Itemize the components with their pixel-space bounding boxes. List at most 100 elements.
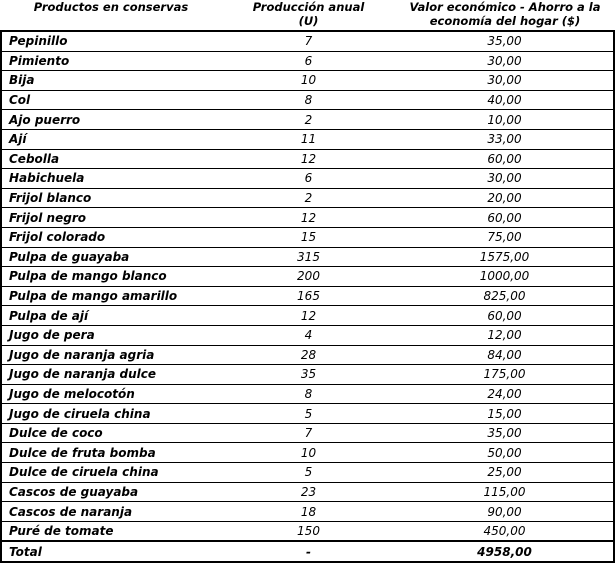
product-name-cell: Cebolla (0, 149, 221, 170)
production-cell: 2 (221, 188, 396, 209)
product-name-cell: Pulpa de mango blanco (0, 266, 221, 287)
product-name-cell: Ají (0, 129, 221, 150)
product-name-cell: Jugo de ciruela china (0, 403, 221, 424)
value-cell: 50,00 (396, 442, 615, 464)
table-row: Cebolla 12 60,00 (0, 149, 615, 170)
table-row: Pepinillo 7 35,00 (0, 31, 615, 52)
product-name-cell: Cascos de guayaba (0, 482, 221, 503)
product-name-cell: Bija (0, 70, 221, 91)
value-cell: 450,00 (396, 521, 615, 542)
product-name-cell: Pimiento (0, 51, 221, 72)
value-cell: 25,00 (396, 462, 615, 483)
production-cell: 5 (221, 403, 396, 424)
production-cell: 28 (221, 345, 396, 366)
value-cell: 33,00 (396, 129, 615, 150)
table-row: Ají 11 33,00 (0, 129, 615, 150)
table-row: Jugo de naranja dulce 35 175,00 (0, 364, 615, 385)
value-cell: 30,00 (396, 51, 615, 72)
product-name-cell: Pulpa de mango amarillo (0, 286, 221, 307)
table-row: Dulce de coco 7 35,00 (0, 423, 615, 444)
col-header-value: Valor económico - Ahorro a la economía d… (396, 0, 614, 32)
table-row: Pulpa de mango amarillo 165 825,00 (0, 286, 615, 307)
product-name-cell: Frijol colorado (0, 227, 221, 248)
value-cell: 60,00 (396, 149, 615, 170)
product-name-cell: Jugo de melocotón (0, 384, 221, 405)
value-cell: 24,00 (396, 384, 615, 405)
product-name-cell: Col (0, 90, 221, 111)
product-name-cell: Pulpa de guayaba (0, 247, 221, 268)
production-cell: 15 (221, 227, 396, 248)
table-row: Dulce de fruta bomba 10 50,00 (0, 442, 615, 464)
product-name-cell: Pepinillo (0, 31, 221, 52)
header-row: Productos en conservas Producción anual … (1, 0, 614, 32)
value-cell: 30,00 (396, 168, 615, 189)
production-cell: 7 (221, 31, 396, 52)
table-row: Col 8 40,00 (0, 90, 615, 111)
production-cell: 6 (221, 51, 396, 72)
total-label-cell: Total (0, 540, 221, 564)
production-cell: 11 (221, 129, 396, 150)
production-cell: 35 (221, 364, 396, 385)
total-row: Total - 4958,00 (0, 540, 615, 564)
value-cell: 1575,00 (396, 247, 615, 268)
value-cell: 15,00 (396, 403, 615, 424)
product-name-cell: Puré de tomate (0, 521, 221, 542)
production-cell: 5 (221, 462, 396, 483)
value-cell: 35,00 (396, 423, 615, 444)
product-name-cell: Cascos de naranja (0, 501, 221, 522)
production-cell: 6 (221, 168, 396, 189)
production-cell: 150 (221, 521, 396, 542)
production-cell: 23 (221, 482, 396, 503)
production-cell: 12 (221, 149, 396, 170)
value-cell: 10,00 (396, 109, 615, 130)
table-row: Pimiento 6 30,00 (0, 51, 615, 72)
value-cell: 60,00 (396, 207, 615, 228)
value-cell: 35,00 (396, 31, 615, 52)
table-row: Pulpa de guayaba 315 1575,00 (0, 247, 615, 268)
total-production-cell: - (221, 540, 396, 564)
value-cell: 60,00 (396, 305, 615, 326)
product-name-cell: Dulce de ciruela china (0, 462, 221, 483)
production-cell: 200 (221, 266, 396, 287)
table-row: Pulpa de ají 12 60,00 (0, 305, 615, 326)
value-cell: 115,00 (396, 482, 615, 503)
value-cell: 1000,00 (396, 266, 615, 287)
value-cell: 175,00 (396, 364, 615, 385)
product-name-cell: Dulce de fruta bomba (0, 442, 221, 464)
value-cell: 40,00 (396, 90, 615, 111)
table-row: Pulpa de mango blanco 200 1000,00 (0, 266, 615, 287)
table-row: Cascos de guayaba 23 115,00 (0, 482, 615, 503)
production-cell: 10 (221, 70, 396, 91)
value-cell: 30,00 (396, 70, 615, 91)
product-name-cell: Ajo puerro (0, 109, 221, 130)
production-cell: 12 (221, 207, 396, 228)
table-row: Jugo de pera 4 12,00 (0, 325, 615, 346)
col-header-products: Productos en conservas (1, 0, 221, 32)
table-row: Jugo de melocotón 8 24,00 (0, 384, 615, 405)
table-row: Bija 10 30,00 (0, 70, 615, 91)
production-cell: 4 (221, 325, 396, 346)
value-cell: 12,00 (396, 325, 615, 346)
value-cell: 84,00 (396, 345, 615, 366)
table-row: Dulce de ciruela china 5 25,00 (0, 462, 615, 483)
production-cell: 10 (221, 442, 396, 464)
col-header-production: Producción anual (U) (221, 0, 396, 32)
table-row: Cascos de naranja 18 90,00 (0, 501, 615, 522)
product-name-cell: Habichuela (0, 168, 221, 189)
product-name-cell: Frijol negro (0, 207, 221, 228)
value-cell: 825,00 (396, 286, 615, 307)
table-row: Jugo de naranja agria 28 84,00 (0, 345, 615, 366)
value-cell: 90,00 (396, 501, 615, 522)
table-header: Productos en conservas Producción anual … (1, 0, 614, 32)
production-cell: 8 (221, 384, 396, 405)
total-value-cell: 4958,00 (396, 540, 615, 564)
production-cell: 12 (221, 305, 396, 326)
product-name-cell: Dulce de coco (0, 423, 221, 444)
production-cell: 18 (221, 501, 396, 522)
table-row: Puré de tomate 150 450,00 (0, 521, 615, 542)
value-cell: 20,00 (396, 188, 615, 209)
table-row: Jugo de ciruela china 5 15,00 (0, 403, 615, 424)
product-name-cell: Pulpa de ají (0, 305, 221, 326)
product-name-cell: Jugo de pera (0, 325, 221, 346)
